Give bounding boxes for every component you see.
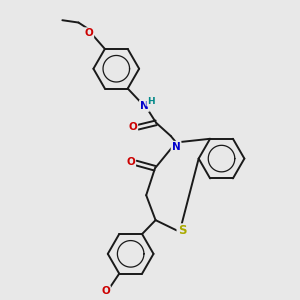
Text: O: O: [84, 28, 93, 38]
Text: O: O: [101, 286, 110, 296]
Text: N: N: [172, 142, 181, 152]
Text: H: H: [147, 97, 155, 106]
Text: O: O: [126, 157, 135, 167]
Text: S: S: [178, 224, 186, 238]
Text: N: N: [140, 101, 149, 111]
Text: O: O: [128, 122, 137, 132]
